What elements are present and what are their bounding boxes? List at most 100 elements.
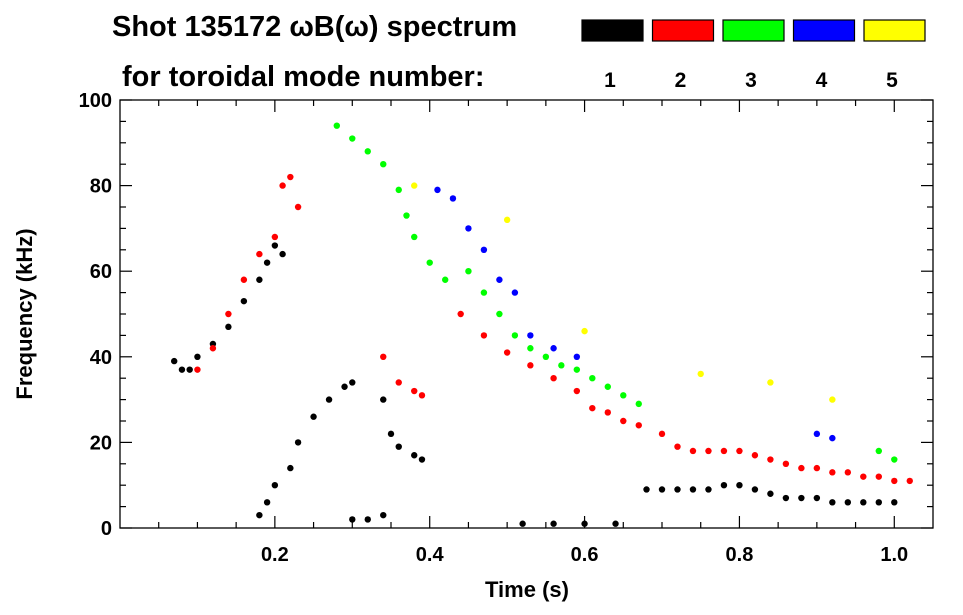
data-point [875, 447, 882, 455]
data-point [496, 276, 503, 283]
data-point [736, 482, 743, 489]
data-point [689, 486, 697, 493]
data-point [465, 225, 472, 232]
data-point [178, 366, 186, 373]
data-point [542, 353, 550, 360]
data-point [380, 353, 387, 360]
data-point [697, 370, 704, 378]
data-point [658, 486, 666, 493]
y-tick-label: 20 [90, 432, 112, 454]
legend-label: 2 [675, 69, 687, 92]
data-point [705, 447, 712, 455]
data-point [349, 516, 356, 523]
y-axis-title: Frequency (kHz) [12, 228, 37, 399]
x-tick-label: 0.6 [571, 544, 599, 566]
data-point [829, 434, 836, 442]
x-tick-label: 0.4 [416, 544, 445, 566]
data-point [798, 464, 805, 472]
data-point [519, 520, 526, 527]
data-point [287, 173, 294, 181]
series-mode-3 [333, 122, 898, 463]
data-point [256, 511, 263, 519]
data-point [503, 349, 511, 356]
data-point [411, 452, 418, 459]
x-axis: 0.2 0.4 0.6 0.8 1.0 [158, 100, 908, 566]
data-point [813, 430, 821, 438]
legend-label: 1 [604, 69, 616, 92]
legend: 1 2 3 4 5 [581, 19, 926, 92]
y-tick-label: 100 [79, 90, 112, 112]
data-point [620, 392, 627, 399]
legend-swatch [863, 19, 926, 42]
data-point [240, 276, 248, 283]
data-point [186, 366, 193, 373]
data-point [813, 494, 821, 502]
data-point [674, 443, 681, 450]
data-point [689, 447, 697, 455]
data-point [511, 289, 519, 296]
data-point [434, 186, 441, 194]
data-point [403, 212, 410, 219]
data-point [194, 366, 201, 373]
data-point [736, 447, 743, 455]
series-mode-1 [171, 242, 898, 527]
data-point [550, 375, 557, 382]
data-point [527, 332, 534, 339]
data-point [225, 323, 232, 331]
data-point [380, 396, 387, 403]
data-point [364, 516, 371, 523]
data-point [341, 383, 348, 390]
data-point [256, 250, 263, 258]
data-point [480, 246, 488, 253]
data-point [829, 499, 836, 506]
data-point [906, 477, 913, 485]
data-point [511, 332, 519, 339]
data-point [875, 499, 882, 506]
data-point [720, 447, 728, 455]
data-point [829, 469, 836, 476]
data-point [325, 396, 333, 403]
data-point [271, 242, 279, 249]
plot-frame [119, 99, 934, 529]
data-point [573, 353, 581, 360]
data-point [751, 452, 759, 459]
data-point [891, 477, 898, 485]
legend-label: 3 [745, 69, 757, 92]
data-point [294, 203, 302, 211]
data-point [550, 345, 557, 352]
data-point [527, 345, 534, 352]
data-point [310, 413, 317, 420]
series-mode-4 [434, 186, 836, 442]
data-point [550, 520, 557, 527]
data-point [387, 430, 395, 438]
data-point [767, 490, 774, 497]
y-tick-label: 0 [101, 518, 112, 540]
data-point [620, 417, 627, 425]
legend-swatch [651, 19, 715, 42]
data-point [349, 379, 356, 386]
data-point [279, 250, 286, 258]
y-tick-label: 40 [90, 347, 112, 369]
data-point [573, 366, 581, 373]
data-point [860, 473, 867, 480]
data-point [798, 494, 805, 502]
y-tick-label: 80 [90, 176, 112, 198]
data-point [411, 182, 418, 189]
data-point [225, 310, 232, 318]
data-point [767, 456, 774, 463]
data-point [395, 443, 402, 450]
data-point [612, 520, 619, 527]
data-point [465, 268, 472, 275]
data-point [891, 499, 898, 506]
y-tick-label: 60 [90, 261, 112, 283]
data-point [333, 122, 340, 129]
data-point [271, 233, 279, 241]
data-point [480, 332, 488, 339]
data-point [875, 473, 882, 480]
data-point [395, 186, 402, 194]
data-point [604, 409, 611, 416]
data-marks [171, 122, 913, 527]
data-point [171, 357, 178, 365]
data-point [643, 486, 650, 493]
data-point [496, 310, 503, 318]
